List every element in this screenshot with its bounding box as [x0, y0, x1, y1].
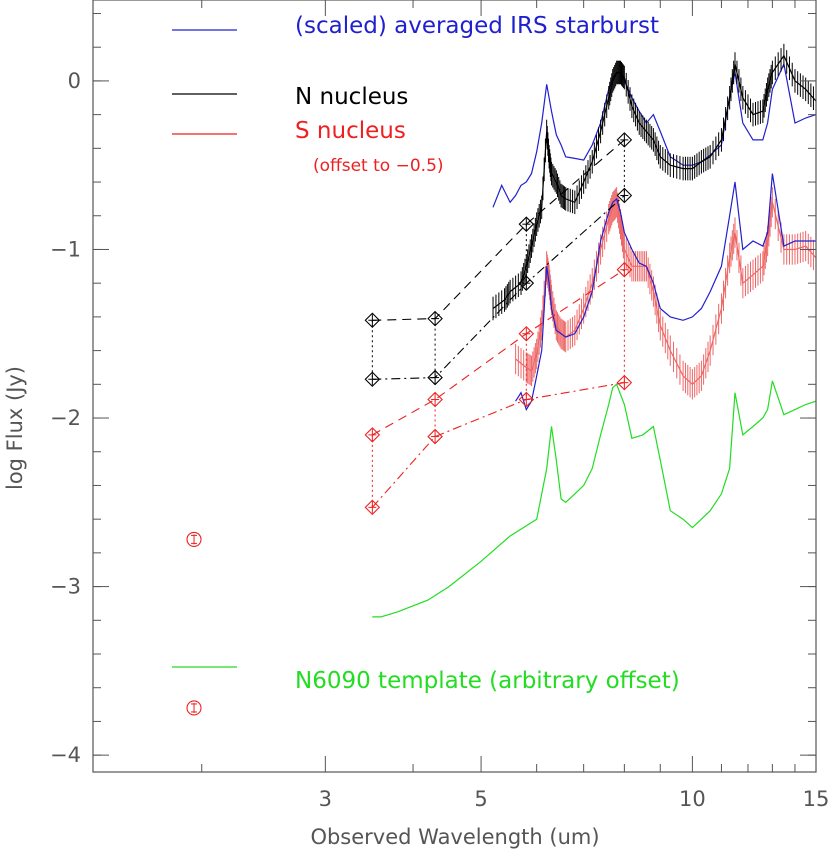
legend-label: N nucleus: [295, 84, 408, 110]
circled-point: [186, 700, 202, 716]
photometry-line-3: [371, 382, 625, 508]
y-tick-label: −2: [50, 406, 81, 430]
photometry-point: [518, 325, 535, 342]
y-tick-label: −1: [50, 237, 81, 261]
series-line-4: [372, 380, 817, 618]
x-tick-label: 3: [319, 787, 332, 811]
series-line-2: [515, 200, 817, 386]
legend-label: (scaled) averaged IRS starburst: [295, 13, 659, 39]
axes: 0 −1 −2 −3 −4 3 5 10 15: [50, 0, 829, 811]
photometry-line-0: [372, 139, 625, 321]
y-tick-label: 0: [68, 69, 81, 93]
x-tick-label: 5: [474, 787, 487, 811]
plot-frame: [92, 0, 817, 773]
y-axis-label: log Flux (Jy): [3, 366, 27, 490]
photometry-line-1: [372, 195, 625, 380]
series-line-1: [492, 54, 817, 309]
photometry-point: [427, 428, 443, 445]
legend-label: (offset to −0.5): [313, 156, 444, 176]
photometry-line-2: [372, 269, 625, 436]
x-axis-label: Observed Wavelength (um): [310, 825, 599, 849]
y-tick-label: −3: [50, 575, 81, 599]
photometry-point: [427, 391, 443, 408]
legend-label: S nucleus: [295, 118, 406, 144]
legend-label: N6090 template (arbitrary offset): [295, 668, 680, 694]
legend: (scaled) averaged IRS starburst N nucleus…: [172, 13, 680, 694]
photometry-point: [364, 371, 381, 388]
plot-area: [186, 43, 817, 716]
photometry-point: [616, 132, 633, 148]
photometry-point: [364, 499, 381, 516]
series-line-3: [515, 173, 816, 412]
photometry-point: [427, 369, 443, 386]
photometry-point: [518, 275, 535, 291]
photometry-point: [616, 187, 633, 204]
photometry-point: [518, 391, 535, 408]
x-tick-label: 15: [803, 787, 830, 811]
circled-point: [186, 531, 202, 547]
photometry-point: [616, 374, 633, 391]
x-tick-label: 10: [679, 787, 706, 811]
y-tick-label: −4: [50, 743, 81, 767]
